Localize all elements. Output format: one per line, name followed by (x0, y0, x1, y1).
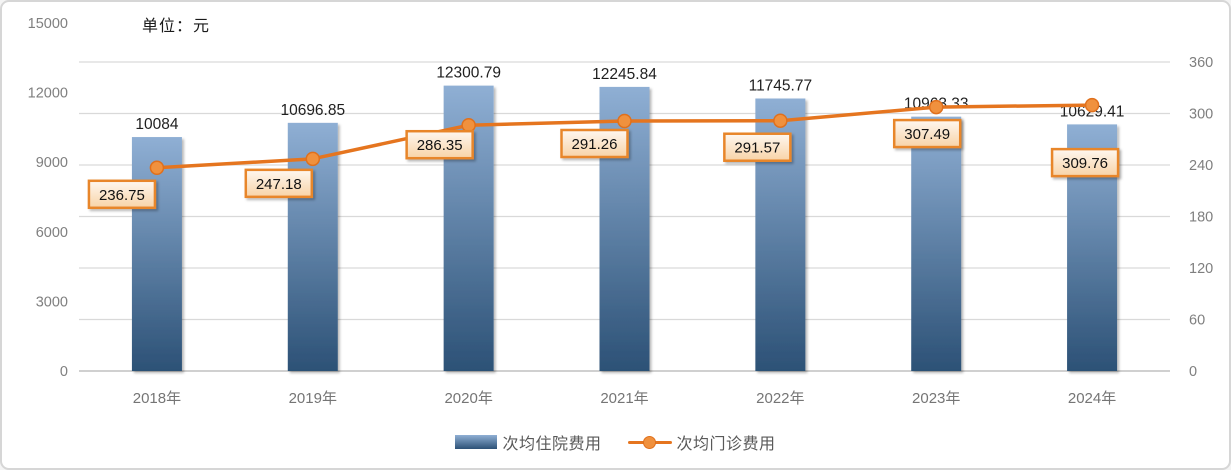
left-axis-tick-label: 3000 (36, 294, 68, 310)
line-value-label-box (87, 179, 157, 210)
line-value-label: 286.35 (417, 137, 463, 154)
legend-line-swatch (627, 435, 672, 449)
category-label: 2018年 (133, 390, 181, 407)
bar-value-label: 10084 (135, 116, 178, 133)
line-value-label-box (244, 168, 314, 199)
right-axis-tick-label: 180 (1189, 210, 1213, 226)
left-axis-tick-label: 12000 (28, 86, 68, 102)
category-label: 2021年 (600, 390, 648, 407)
line-value-label-box (405, 129, 474, 160)
legend-bar-swatch (455, 435, 498, 449)
right-axis-tick-label: 60 (1189, 313, 1205, 329)
legend-item-line-series: 次均门诊费用 (627, 430, 776, 454)
right-axis-tick-label: 120 (1189, 261, 1213, 277)
category-label: 2024年 (1068, 390, 1116, 407)
unit-label: 单位：元 (142, 18, 211, 35)
line-marker (149, 160, 165, 176)
line-marker (617, 113, 632, 129)
line-value-label: 309.76 (1062, 155, 1108, 172)
left-axis-tick-label: 15000 (28, 16, 68, 32)
legend-line-marker-icon (643, 435, 656, 449)
line-marker (461, 117, 476, 133)
line-value-label: 247.18 (256, 176, 302, 193)
bar-value-label: 12245.84 (592, 66, 657, 83)
line-value-label: 291.26 (572, 136, 618, 153)
line-marker (928, 99, 944, 115)
line-value-label-box (892, 118, 962, 149)
left-axis-tick-label: 0 (60, 364, 68, 380)
line-marker (773, 113, 788, 128)
left-axis-tick-label: 6000 (36, 225, 68, 241)
line-value-label-box (1050, 147, 1120, 178)
legend-bar-label: 次均住院费用 (502, 436, 602, 453)
bar (911, 116, 962, 371)
line-value-label: 307.49 (904, 126, 950, 143)
line-marker (305, 151, 321, 167)
bar-value-label: 12300.79 (436, 65, 501, 82)
category-label: 2023年 (912, 390, 960, 407)
category-label: 2019年 (289, 390, 337, 407)
legend-line-label: 次均门诊费用 (676, 436, 776, 453)
bar-value-label: 11745.77 (749, 77, 813, 94)
bar (131, 137, 182, 371)
right-axis-tick-label: 240 (1189, 158, 1213, 174)
category-label: 2020年 (444, 390, 492, 407)
line-value-label-box (560, 128, 629, 159)
legend: 次均住院费用 次均门诊费用 (2, 430, 1229, 454)
right-axis-tick-label: 360 (1189, 55, 1213, 71)
line-value-label-box (723, 132, 792, 162)
bar-value-label: 10696.85 (280, 102, 345, 119)
line-marker (1084, 97, 1100, 113)
line-value-label: 236.75 (99, 187, 145, 204)
category-label: 2022年 (756, 390, 804, 407)
line-value-label: 291.57 (734, 140, 780, 157)
right-axis-tick-label: 0 (1189, 364, 1197, 380)
right-axis-tick-label: 300 (1189, 107, 1213, 123)
left-axis-tick-label: 9000 (36, 155, 68, 171)
legend-item-bar-series: 次均住院费用 (455, 430, 601, 454)
